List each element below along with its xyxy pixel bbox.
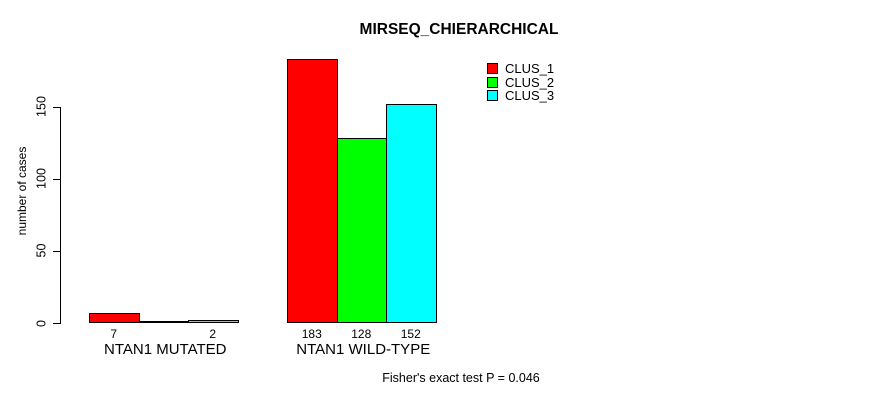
legend-item-clus_2: CLUS_2 [487, 76, 554, 90]
bar-clus_1-group2 [287, 59, 338, 323]
y-tick-label: 150 [34, 96, 49, 118]
bar-clus_3-group2 [386, 104, 437, 323]
y-axis-tick [53, 178, 60, 180]
y-axis-tick [53, 250, 60, 252]
legend-label-clus_2: CLUS_2 [505, 74, 555, 90]
y-tick-label: 100 [34, 168, 49, 190]
chart-legend: CLUS_1 CLUS_2 CLUS_3 [487, 62, 554, 103]
y-axis-line [60, 106, 61, 324]
bar-value-label: 183 [301, 327, 322, 341]
bar-value-label: 7 [110, 327, 118, 341]
legend-label-clus_3: CLUS_3 [505, 88, 555, 104]
chart-title: MIRSEQ_CHIERARCHICAL [359, 21, 559, 38]
bar-value-label: 128 [351, 327, 372, 341]
legend-swatch-clus_3 [487, 90, 498, 102]
y-tick-label: 50 [34, 243, 49, 258]
legend-swatch-clus_2 [487, 76, 498, 88]
legend-swatch-clus_1 [487, 63, 498, 75]
bar-value-label: 152 [400, 327, 421, 341]
y-axis-tick [53, 323, 60, 324]
x-category-label: NTAN1 WILD-TYPE [296, 341, 431, 358]
legend-item-clus_1: CLUS_1 [487, 62, 554, 76]
y-tick-label: 0 [34, 319, 49, 327]
pvalue-annotation: Fisher's exact test P = 0.046 [382, 371, 540, 385]
x-category-label: NTAN1 MUTATED [104, 341, 227, 358]
bar-clus_2-group2 [336, 138, 387, 323]
bar-clus_3-group1 [188, 320, 239, 323]
bar-clus_2-group1 [138, 321, 189, 323]
legend-label-clus_1: CLUS_1 [505, 61, 555, 77]
bar-value-label: 2 [209, 327, 217, 341]
bar-clus_1-group1 [89, 313, 140, 323]
y-axis-tick [53, 106, 60, 108]
legend-item-clus_3: CLUS_3 [487, 89, 554, 103]
